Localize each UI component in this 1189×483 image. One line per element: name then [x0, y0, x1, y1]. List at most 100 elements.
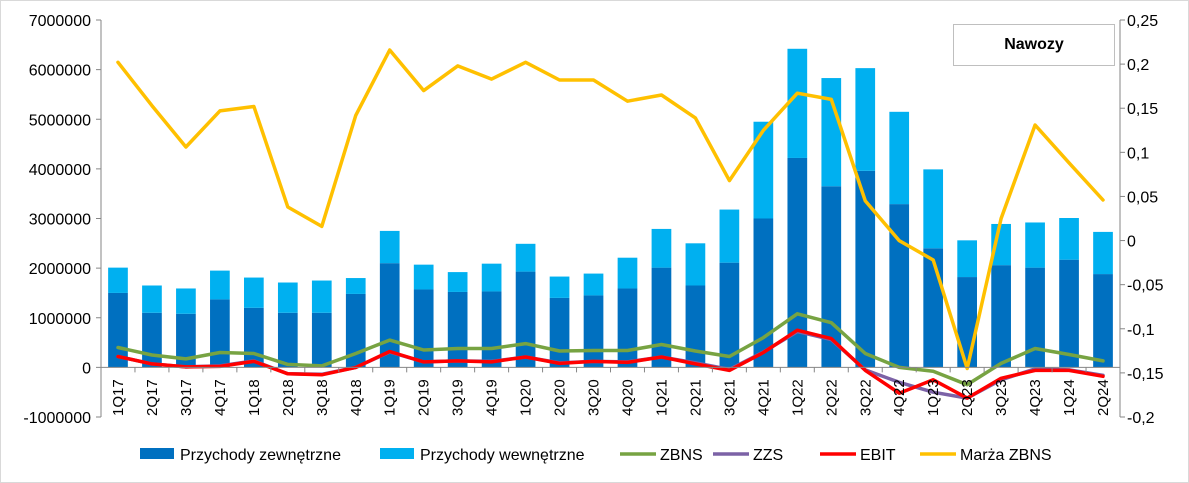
bar-internal-4Q23 — [1025, 222, 1045, 268]
legend-item-zbns: ZBNS — [620, 447, 703, 464]
legend-item-internal: Przychody wewnętrzne — [380, 447, 585, 464]
lines-layer — [116, 48, 1105, 400]
legend-label-external: Przychody zewnętrzne — [180, 447, 341, 464]
x-tick-label: 1Q17 — [110, 379, 127, 416]
bar-external-1Q24 — [1059, 259, 1079, 368]
x-tick-label: 1Q18 — [246, 379, 263, 416]
bar-external-4Q21 — [753, 218, 774, 368]
y-left-tick-label: 4000000 — [29, 162, 91, 179]
bar-internal-1Q23 — [923, 169, 944, 249]
x-tick-label: 3Q23 — [993, 379, 1010, 416]
x-tick-label: 4Q19 — [484, 379, 501, 416]
bar-internal-4Q18 — [345, 278, 366, 294]
x-tick-label: 2Q20 — [552, 379, 569, 416]
bar-external-1Q20 — [515, 271, 536, 368]
bar-internal-2Q21 — [685, 243, 706, 286]
x-tick-label: 3Q22 — [857, 379, 874, 416]
x-tick-label: 2Q24 — [1095, 379, 1112, 416]
x-tick-label: 3Q19 — [450, 379, 467, 416]
x-tick-label: 4Q18 — [348, 379, 365, 416]
x-tick-label: 3Q20 — [586, 379, 603, 416]
y-left-tick-label: 0 — [82, 360, 91, 377]
bar-external-3Q21 — [719, 262, 740, 368]
bar-external-2Q20 — [549, 297, 570, 368]
bar-internal-1Q17 — [108, 267, 128, 293]
bar-internal-1Q22 — [787, 48, 808, 158]
bar-external-4Q22 — [889, 204, 910, 368]
x-tick-label: 4Q23 — [1027, 379, 1044, 416]
y-left-tick-label: 6000000 — [29, 63, 91, 80]
x-tick-label: 1Q21 — [653, 379, 670, 416]
bar-external-4Q19 — [481, 291, 502, 368]
x-tick-label: 4Q17 — [212, 379, 229, 416]
x-tick-label: 2Q18 — [280, 379, 297, 416]
y-left-tick-label: -1000000 — [23, 410, 91, 427]
bar-external-3Q17 — [176, 313, 196, 368]
bar-external-1Q18 — [243, 307, 264, 368]
legend-swatch-external — [140, 448, 174, 459]
bar-internal-3Q21 — [719, 209, 740, 263]
y-right-tick-label: -0,05 — [1127, 278, 1164, 295]
y-left-tick-label: 7000000 — [29, 13, 91, 30]
x-tick-label: 2Q17 — [144, 379, 161, 416]
bars-layer — [108, 48, 1113, 368]
legend-item-external: Przychody zewnętrzne — [140, 447, 341, 464]
x-tick-label: 2Q21 — [687, 379, 704, 416]
legend-label-internal: Przychody wewnętrzne — [420, 447, 585, 464]
bar-external-2Q23 — [957, 277, 978, 368]
legend-label-margin-zbns: Marża ZBNS — [960, 447, 1052, 464]
bar-internal-3Q17 — [176, 288, 196, 314]
y-right-tick-label: 0,05 — [1127, 189, 1158, 206]
y-right-tick-label: -0,15 — [1127, 366, 1164, 383]
y-left-tick-label: 5000000 — [29, 112, 91, 129]
legend-item-zzs: ZZS — [713, 447, 783, 464]
bar-internal-2Q22 — [821, 78, 842, 187]
x-tick-label: 1Q22 — [789, 379, 806, 416]
line-margin-zbns — [116, 48, 1105, 371]
bar-external-1Q23 — [923, 248, 944, 368]
x-tick-label: 2Q19 — [416, 379, 433, 416]
bar-external-2Q24 — [1093, 274, 1113, 368]
bar-external-2Q17 — [142, 312, 162, 368]
legend: Przychody zewnętrzne Przychody wewnętrzne… — [140, 447, 1052, 464]
bar-external-3Q18 — [311, 312, 332, 368]
legend-label-zzs: ZZS — [753, 447, 783, 464]
bar-external-4Q20 — [617, 288, 638, 368]
bar-internal-4Q19 — [481, 263, 502, 292]
legend-item-margin-zbns: Marża ZBNS — [920, 447, 1052, 464]
bar-internal-3Q18 — [311, 280, 332, 313]
bar-internal-4Q17 — [210, 270, 230, 300]
axes-layer: -1000000 0 1000000 2000000 3000000 4000000 500… — [23, 13, 1163, 427]
x-tick-label: 1Q24 — [1061, 379, 1078, 416]
y-left-tick-label: 2000000 — [29, 261, 91, 278]
x-tick-label: 1Q19 — [382, 379, 399, 416]
bar-internal-1Q18 — [243, 277, 264, 308]
bar-internal-4Q22 — [889, 111, 910, 205]
bar-internal-1Q24 — [1059, 218, 1079, 260]
x-tick-label: 4Q22 — [891, 379, 908, 416]
y-left-tick-label: 3000000 — [29, 212, 91, 229]
bar-external-2Q19 — [413, 289, 434, 368]
x-tick-label: 4Q20 — [619, 379, 636, 416]
y-left-tick-label: 1000000 — [29, 311, 91, 328]
bar-external-4Q23 — [1025, 267, 1045, 368]
bar-internal-2Q17 — [142, 285, 162, 313]
bar-internal-2Q24 — [1093, 231, 1113, 275]
legend-label-zbns: ZBNS — [660, 447, 703, 464]
legend-swatch-internal — [380, 448, 414, 459]
y-right-tick-label: 0,2 — [1127, 57, 1149, 74]
bar-external-3Q20 — [583, 295, 604, 368]
x-tick-label: 1Q20 — [518, 379, 535, 416]
bar-internal-2Q19 — [413, 264, 434, 290]
bar-internal-2Q18 — [277, 282, 298, 313]
y-right-tick-label: -0,1 — [1127, 322, 1155, 339]
x-tick-label: 3Q18 — [314, 379, 331, 416]
x-tick-label: 4Q21 — [755, 379, 772, 416]
bar-internal-4Q21 — [753, 121, 774, 219]
x-tick-label: 2Q22 — [823, 379, 840, 416]
bar-external-2Q18 — [277, 312, 298, 368]
y-right-tick-label: -0,2 — [1127, 410, 1155, 427]
bar-external-4Q17 — [210, 299, 230, 368]
bar-external-3Q23 — [991, 265, 1011, 368]
line-zbns — [116, 312, 1105, 387]
